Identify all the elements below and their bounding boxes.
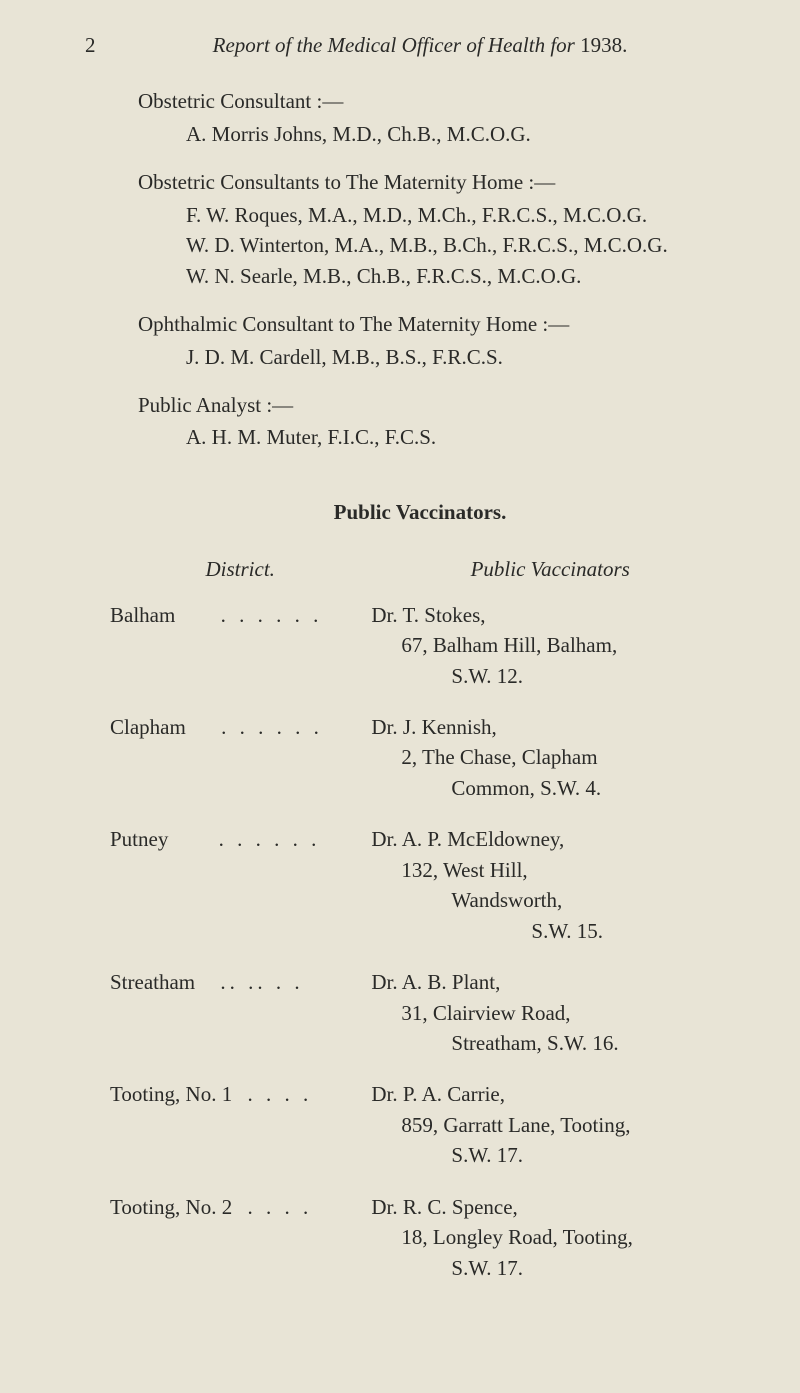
role-label: Obstetric Consultant :— [138,86,730,116]
col-header-vaccinators: Public Vaccinators [370,553,730,598]
leader-dots: . . . . . . [219,827,321,851]
district-name: Tooting, No. 1 [110,1082,232,1106]
vaccinator-addr1: 2, The Chase, Clapham [401,742,729,772]
public-vaccinators-table: District. Public Vaccinators Balham . . … [110,553,730,1303]
vaccinator-cell: Dr. A. P. McEldowney, 132, West Hill, Wa… [370,823,730,966]
vaccinator-addr1: 67, Balham Hill, Balham, [401,630,729,660]
pv-row: Balham . . . . . . Dr. T. Stokes, 67, Ba… [110,599,730,711]
pv-column-headers: District. Public Vaccinators [110,553,730,598]
leader-dots: . . . . . . [221,603,323,627]
district-name: Putney [110,827,168,851]
vaccinator-addr2: S.W. 17. [451,1253,729,1283]
district-name: Clapham [110,715,186,739]
pv-row: Tooting, No. 1 . . . . Dr. P. A. Carrie,… [110,1078,730,1190]
district-cell: Clapham . . . . . . [110,711,370,823]
vaccinator-addr2: Common, S.W. 4. [451,773,729,803]
district-name: Tooting, No. 2 [110,1195,232,1219]
vaccinator-name: Dr. A. B. Plant, [371,970,500,994]
col-header-district: District. [110,553,370,598]
role-label: Ophthalmic Consultant to The Maternity H… [138,309,730,339]
vaccinator-cell: Dr. J. Kennish, 2, The Chase, Clapham Co… [370,711,730,823]
section-ophthalmic-consultant: Ophthalmic Consultant to The Maternity H… [138,309,730,372]
leader-dots: . . . . [247,1195,312,1219]
district-cell: Balham . . . . . . [110,599,370,711]
name-line: W. D. Winterton, M.A., M.B., B.Ch., F.R.… [186,230,730,260]
vaccinator-name: Dr. P. A. Carrie, [371,1082,505,1106]
vaccinator-addr1: 31, Clairview Road, [401,998,729,1028]
section-obstetric-consultants-home: Obstetric Consultants to The Maternity H… [138,167,730,291]
pv-row: Putney . . . . . . Dr. A. P. McEldowney,… [110,823,730,966]
vaccinator-cell: Dr. T. Stokes, 67, Balham Hill, Balham, … [370,599,730,711]
leader-dots: .. .. . . [220,970,303,994]
section-obstetric-consultant: Obstetric Consultant :— A. Morris Johns,… [138,86,730,149]
pv-row: Tooting, No. 2 . . . . Dr. R. C. Spence,… [110,1191,730,1303]
vaccinator-name: Dr. A. P. McEldowney, [371,827,564,851]
vaccinator-addr2: Streatham, S.W. 16. [451,1028,729,1058]
public-vaccinators-heading: Public Vaccinators. [110,497,730,527]
name-line: F. W. Roques, M.A., M.D., M.Ch., F.R.C.S… [186,200,730,230]
report-title: Report of the Medical Officer of Health … [213,33,628,57]
leader-dots: . . . . [247,1082,312,1106]
name-line: J. D. M. Cardell, M.B., B.S., F.R.C.S. [186,342,730,372]
leader-dots: . . . . . . [221,715,323,739]
pv-row: Streatham .. .. . . Dr. A. B. Plant, 31,… [110,966,730,1078]
vaccinator-addr2: S.W. 12. [451,661,729,691]
page-header: 2 Report of the Medical Officer of Healt… [110,30,730,60]
report-title-italic: Report of the Medical Officer of Health … [213,33,575,57]
district-name: Streatham [110,970,195,994]
name-line: A. H. M. Muter, F.I.C., F.C.S. [186,422,730,452]
pv-row: Clapham . . . . . . Dr. J. Kennish, 2, T… [110,711,730,823]
name-line: W. N. Searle, M.B., Ch.B., F.R.C.S., M.C… [186,261,730,291]
name-line: A. Morris Johns, M.D., Ch.B., M.C.O.G. [186,119,730,149]
section-public-analyst: Public Analyst :— A. H. M. Muter, F.I.C.… [138,390,730,453]
vaccinator-addr1: 859, Garratt Lane, Tooting, [401,1110,729,1140]
role-label: Obstetric Consultants to The Maternity H… [138,167,730,197]
district-cell: Streatham .. .. . . [110,966,370,1078]
vaccinator-cell: Dr. R. C. Spence, 18, Longley Road, Toot… [370,1191,730,1303]
role-label: Public Analyst :— [138,390,730,420]
vaccinator-addr1: 18, Longley Road, Tooting, [401,1222,729,1252]
vaccinator-addr2: S.W. 15. [531,916,729,946]
vaccinator-name: Dr. J. Kennish, [371,715,496,739]
district-cell: Tooting, No. 2 . . . . [110,1191,370,1303]
district-cell: Tooting, No. 1 . . . . [110,1078,370,1190]
vaccinator-cell: Dr. P. A. Carrie, 859, Garratt Lane, Too… [370,1078,730,1190]
vaccinator-name: Dr. R. C. Spence, [371,1195,517,1219]
page-number: 2 [85,30,96,60]
vaccinator-addr1: 132, West Hill, [401,855,729,885]
vaccinator-addr2a: Wandsworth, [451,885,729,915]
report-title-year: 1938. [575,33,628,57]
vaccinator-name: Dr. T. Stokes, [371,603,485,627]
vaccinator-cell: Dr. A. B. Plant, 31, Clairview Road, Str… [370,966,730,1078]
district-cell: Putney . . . . . . [110,823,370,966]
district-name: Balham [110,603,175,627]
vaccinator-addr2: S.W. 17. [451,1140,729,1170]
